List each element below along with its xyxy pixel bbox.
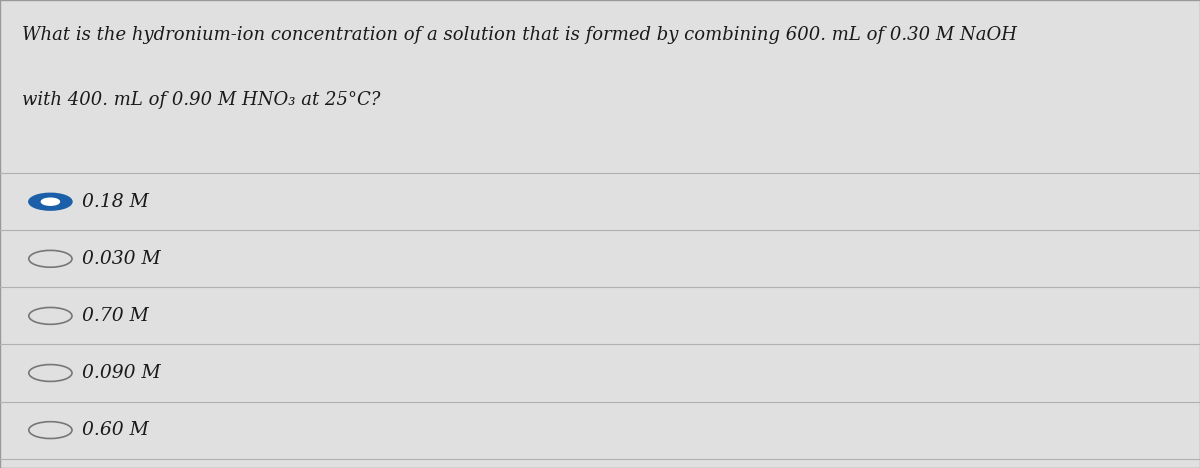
Text: 0.090 M: 0.090 M [82, 364, 161, 382]
Circle shape [41, 198, 60, 205]
Text: What is the hydronium-ion concentration of a solution that is formed by combinin: What is the hydronium-ion concentration … [22, 26, 1016, 44]
Text: 0.70 M: 0.70 M [82, 307, 149, 325]
Text: 0.030 M: 0.030 M [82, 250, 161, 268]
Text: 0.60 M: 0.60 M [82, 421, 149, 439]
Text: 0.18 M: 0.18 M [82, 193, 149, 211]
Text: with 400. mL of 0.90 M HNO₃ at 25°C?: with 400. mL of 0.90 M HNO₃ at 25°C? [22, 91, 380, 109]
Circle shape [29, 193, 72, 210]
